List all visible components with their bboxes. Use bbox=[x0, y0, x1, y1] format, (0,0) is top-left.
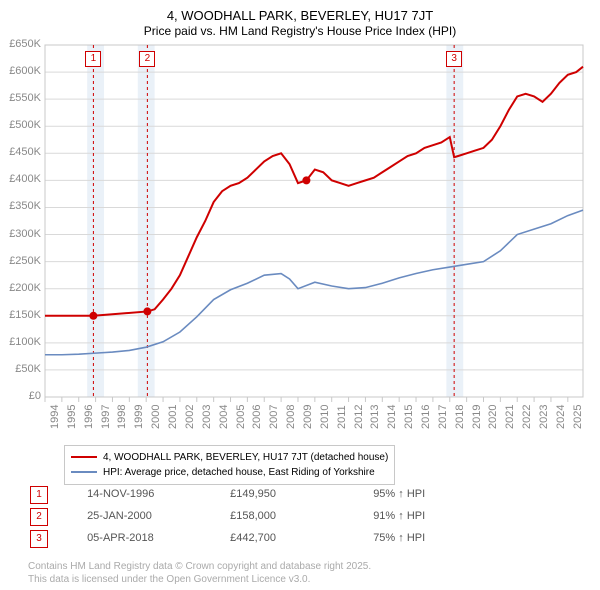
x-tick-label: 2008 bbox=[285, 405, 297, 429]
y-tick-label: £200K bbox=[3, 282, 41, 294]
tx-pct-2: 91% ↑ HPI bbox=[373, 510, 425, 522]
y-tick-label: £0 bbox=[3, 390, 41, 402]
legend-swatch-hpi bbox=[71, 471, 97, 473]
x-tick-label: 2001 bbox=[167, 405, 179, 429]
legend-label-price-paid: 4, WOODHALL PARK, BEVERLEY, HU17 7JT (de… bbox=[103, 452, 388, 463]
x-tick-label: 2009 bbox=[302, 405, 314, 429]
y-tick-label: £550K bbox=[3, 92, 41, 104]
tx-date-1: 14-NOV-1996 bbox=[87, 488, 227, 500]
series-hpi bbox=[45, 210, 583, 355]
x-tick-label: 2023 bbox=[538, 405, 550, 429]
y-tick-label: £350K bbox=[3, 200, 41, 212]
x-tick-label: 2007 bbox=[268, 405, 280, 429]
x-tick-label: 2020 bbox=[487, 405, 499, 429]
x-tick-label: 2021 bbox=[504, 405, 516, 429]
tx-row-1: 1 14-NOV-1996 £149,950 95% ↑ HPI bbox=[30, 486, 590, 504]
credit-text: Contains HM Land Registry data © Crown c… bbox=[28, 560, 371, 586]
x-tick-label: 2006 bbox=[251, 405, 263, 429]
x-tick-label: 2000 bbox=[150, 405, 162, 429]
chart-container: 4, WOODHALL PARK, BEVERLEY, HU17 7JT Pri… bbox=[0, 0, 600, 590]
x-tick-label: 1998 bbox=[116, 405, 128, 429]
x-tick-label: 1997 bbox=[100, 405, 112, 429]
tx-date-3: 05-APR-2018 bbox=[87, 532, 227, 544]
x-tick-label: 2011 bbox=[336, 405, 348, 429]
x-tick-label: 2017 bbox=[437, 405, 449, 429]
tx-idx-2: 2 bbox=[30, 508, 48, 526]
x-tick-label: 2024 bbox=[555, 405, 567, 429]
y-tick-label: £400K bbox=[3, 173, 41, 185]
tx-pct-3: 75% ↑ HPI bbox=[373, 532, 425, 544]
x-tick-label: 1996 bbox=[83, 405, 95, 429]
legend-item-price-paid: 4, WOODHALL PARK, BEVERLEY, HU17 7JT (de… bbox=[71, 450, 388, 465]
y-tick-label: £600K bbox=[3, 65, 41, 77]
marker-box: 3 bbox=[446, 51, 462, 67]
y-tick-label: £250K bbox=[3, 255, 41, 267]
tx-date-2: 25-JAN-2000 bbox=[87, 510, 227, 522]
x-tick-label: 2003 bbox=[201, 405, 213, 429]
tx-price-2: £158,000 bbox=[230, 510, 370, 522]
tx-pct-1: 95% ↑ HPI bbox=[373, 488, 425, 500]
x-tick-label: 1999 bbox=[133, 405, 145, 429]
legend-swatch-price-paid bbox=[71, 456, 97, 458]
y-tick-label: £650K bbox=[3, 38, 41, 50]
x-tick-label: 2022 bbox=[521, 405, 533, 429]
y-tick-label: £150K bbox=[3, 309, 41, 321]
x-tick-label: 2019 bbox=[471, 405, 483, 429]
x-tick-label: 2016 bbox=[420, 405, 432, 429]
y-tick-label: £500K bbox=[3, 119, 41, 131]
tx-idx-3: 3 bbox=[30, 530, 48, 548]
credit-line-2: This data is licensed under the Open Gov… bbox=[28, 574, 310, 585]
y-tick-label: £100K bbox=[3, 336, 41, 348]
tx-row-3: 3 05-APR-2018 £442,700 75% ↑ HPI bbox=[30, 530, 590, 548]
credit-line-1: Contains HM Land Registry data © Crown c… bbox=[28, 561, 371, 572]
legend-label-hpi: HPI: Average price, detached house, East… bbox=[103, 467, 375, 478]
legend-box: 4, WOODHALL PARK, BEVERLEY, HU17 7JT (de… bbox=[64, 445, 395, 485]
tx-row-2: 2 25-JAN-2000 £158,000 91% ↑ HPI bbox=[30, 508, 590, 526]
x-tick-label: 2025 bbox=[572, 405, 584, 429]
y-tick-label: £450K bbox=[3, 146, 41, 158]
x-tick-label: 2010 bbox=[319, 405, 331, 429]
x-tick-label: 2014 bbox=[386, 405, 398, 429]
x-tick-label: 2012 bbox=[353, 405, 365, 429]
x-tick-label: 2018 bbox=[454, 405, 466, 429]
marker-box: 1 bbox=[85, 51, 101, 67]
x-tick-label: 2004 bbox=[218, 405, 230, 429]
legend-item-hpi: HPI: Average price, detached house, East… bbox=[71, 465, 388, 480]
x-tick-label: 2013 bbox=[369, 405, 381, 429]
x-tick-label: 1994 bbox=[49, 405, 61, 429]
tx-price-1: £149,950 bbox=[230, 488, 370, 500]
series-price-paid bbox=[45, 67, 583, 316]
x-tick-label: 2005 bbox=[235, 405, 247, 429]
marker-box: 2 bbox=[139, 51, 155, 67]
x-tick-label: 2002 bbox=[184, 405, 196, 429]
y-tick-label: £300K bbox=[3, 228, 41, 240]
x-tick-label: 2015 bbox=[403, 405, 415, 429]
tx-idx-1: 1 bbox=[30, 486, 48, 504]
tx-price-3: £442,700 bbox=[230, 532, 370, 544]
x-tick-label: 1995 bbox=[66, 405, 78, 429]
y-tick-label: £50K bbox=[3, 363, 41, 375]
